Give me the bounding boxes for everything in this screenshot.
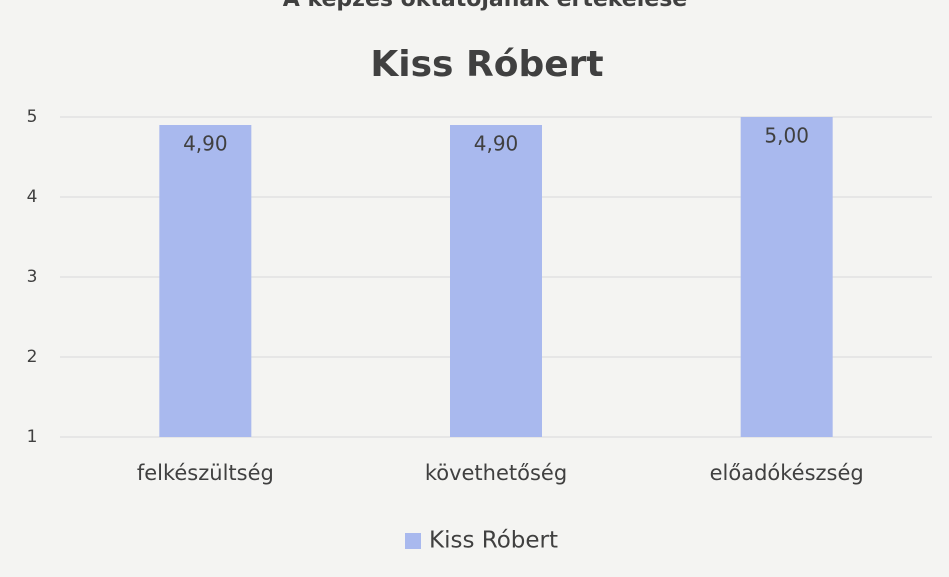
- value-label: 4,90: [183, 132, 228, 156]
- y-tick-label: 5: [27, 107, 38, 127]
- value-label: 5,00: [764, 124, 809, 148]
- value-label: 4,90: [474, 132, 519, 156]
- x-tick-label: előadókészség: [710, 461, 864, 485]
- y-tick-label: 4: [27, 187, 38, 207]
- bar: [740, 117, 833, 437]
- y-tick-label: 3: [27, 267, 38, 287]
- legend-swatch: [405, 533, 421, 549]
- x-tick-label: felkészültség: [137, 461, 274, 485]
- bar: [450, 125, 542, 437]
- y-tick-label: 2: [27, 347, 38, 367]
- x-tick-label: követhetőség: [425, 461, 567, 485]
- chart-title: Kiss Róbert: [370, 44, 603, 85]
- y-tick-label: 1: [27, 427, 38, 447]
- legend-label: Kiss Róbert: [429, 528, 558, 554]
- chart-header: A képzés oktatójának értékelése: [283, 0, 687, 12]
- bar: [159, 125, 252, 437]
